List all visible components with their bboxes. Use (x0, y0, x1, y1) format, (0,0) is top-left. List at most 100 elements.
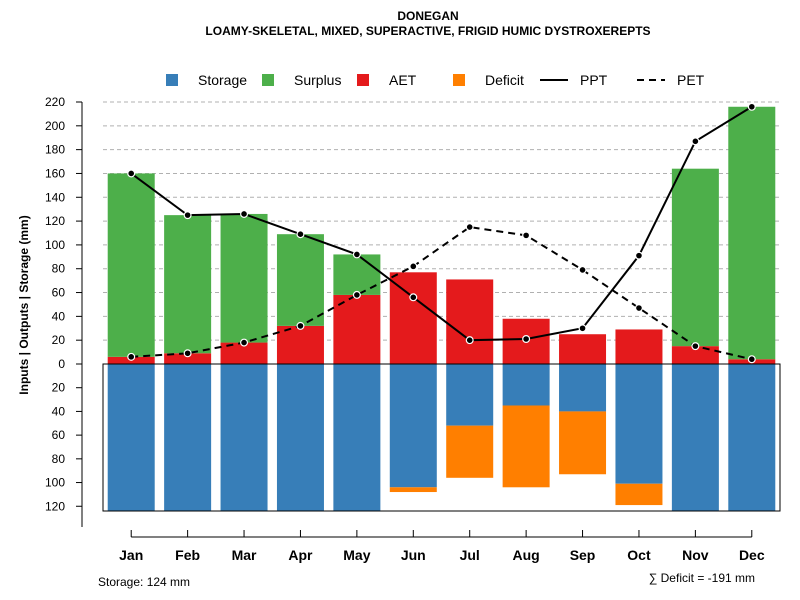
y-tick-label: 200 (45, 119, 65, 133)
deficit-bar (615, 483, 663, 506)
storage-footer: Storage: 124 mm (98, 575, 190, 589)
pet-point (240, 338, 249, 347)
deficit-bar (559, 411, 607, 475)
surplus-bar (220, 213, 268, 343)
y-tick-label: 120 (45, 214, 65, 228)
y-tick-label: 20 (52, 333, 66, 347)
pet-point (634, 304, 643, 313)
aet-bar (333, 294, 381, 364)
legend-swatch (453, 74, 465, 86)
deficit-bar (389, 487, 437, 493)
storage-bar (671, 364, 719, 511)
surplus-bar (107, 173, 155, 357)
y-axis-title: Inputs | Outputs | Storage (mm) (17, 215, 31, 394)
y-tick-label: 20 (52, 381, 66, 395)
series-lines (127, 102, 756, 364)
y-tick-label: 80 (52, 262, 66, 276)
ppt-point (240, 209, 249, 218)
aet-bar (389, 272, 437, 364)
y-tick-label: 140 (45, 190, 65, 204)
x-tick-label: Dec (739, 547, 765, 563)
aet-bar (615, 329, 663, 364)
deficit-bar (446, 425, 494, 478)
ppt-point (127, 169, 136, 178)
x-tick-label: May (343, 547, 370, 563)
chart-subtitle: LOAMY-SKELETAL, MIXED, SUPERACTIVE, FRIG… (205, 24, 650, 38)
x-tick-label: Oct (627, 547, 651, 563)
y-tick-label: 180 (45, 143, 65, 157)
y-tick-label: 60 (52, 428, 66, 442)
storage-bar (559, 364, 607, 412)
y-tick-label: 100 (45, 238, 65, 252)
gridlines (103, 101, 780, 341)
pet-point (296, 321, 305, 330)
legend-swatch (357, 74, 369, 86)
y-tick-label: 120 (45, 499, 65, 513)
ppt-point (634, 251, 643, 260)
chart-title: DONEGAN (397, 9, 458, 23)
y-tick-label: 60 (52, 286, 66, 300)
ppt-point (578, 324, 587, 333)
storage-bar (502, 364, 550, 406)
legend-item-storage: Storage (166, 72, 247, 88)
ppt-point (296, 230, 305, 239)
x-tick-label: Jun (401, 547, 426, 563)
bars (107, 106, 776, 511)
legend-label: PPT (580, 72, 608, 88)
pet-point (352, 290, 361, 299)
aet-bar (276, 325, 324, 364)
y-tick-label: 220 (45, 95, 65, 109)
surplus-bar (333, 254, 381, 295)
storage-bar (446, 364, 494, 426)
y-tick-label: 0 (58, 357, 65, 371)
x-tick-label: Apr (288, 547, 313, 563)
y-tick-label: 80 (52, 452, 66, 466)
pet-point (183, 349, 192, 358)
legend-label: Surplus (294, 72, 341, 88)
storage-bar (107, 364, 155, 511)
storage-bar (164, 364, 212, 511)
storage-bar (389, 364, 437, 488)
ppt-point (465, 336, 474, 345)
storage-bar (333, 364, 381, 511)
x-tick-label: Sep (570, 547, 596, 563)
ppt-point (691, 137, 700, 146)
surplus-bar (728, 106, 776, 360)
x-tick-label: Mar (232, 547, 257, 563)
pet-point (747, 355, 756, 364)
ppt-line (130, 105, 753, 342)
y-tick-label: 160 (45, 166, 65, 180)
ppt-point (409, 293, 418, 302)
legend-item-pet: PET (637, 72, 705, 88)
legend-swatch (262, 74, 274, 86)
x-axis: Jan Feb Mar Apr May Jun Jul Aug Sep Oct Nov Dec (119, 530, 765, 563)
aet-bar (671, 346, 719, 364)
y-tick-label: 100 (45, 476, 65, 490)
surplus-bar (276, 234, 324, 326)
pet-point (127, 352, 136, 361)
legend: Storage Surplus AET Deficit PPT PET (166, 72, 705, 88)
storage-bar (276, 364, 324, 511)
x-tick-label: Nov (682, 547, 709, 563)
ppt-point (522, 334, 531, 343)
y-tick-label: 40 (52, 404, 66, 418)
aet-bar (446, 279, 494, 364)
pet-point (691, 342, 700, 351)
aet-bar (220, 342, 268, 364)
storage-bar (220, 364, 268, 511)
ppt-point (183, 211, 192, 220)
legend-swatch (166, 74, 178, 86)
plot-frame (102, 363, 781, 512)
pet-point (578, 265, 587, 274)
legend-item-ppt: PPT (540, 72, 608, 88)
surplus-bar (671, 168, 719, 347)
x-tick-label: Jan (119, 547, 143, 563)
pet-point (465, 223, 474, 232)
deficit-footer: ∑ Deficit = -191 mm (649, 571, 755, 585)
pet-point (409, 262, 418, 271)
legend-label: Deficit (485, 72, 524, 88)
x-tick-label: Aug (513, 547, 540, 563)
pet-point (522, 231, 531, 240)
x-tick-label: Jul (460, 547, 480, 563)
